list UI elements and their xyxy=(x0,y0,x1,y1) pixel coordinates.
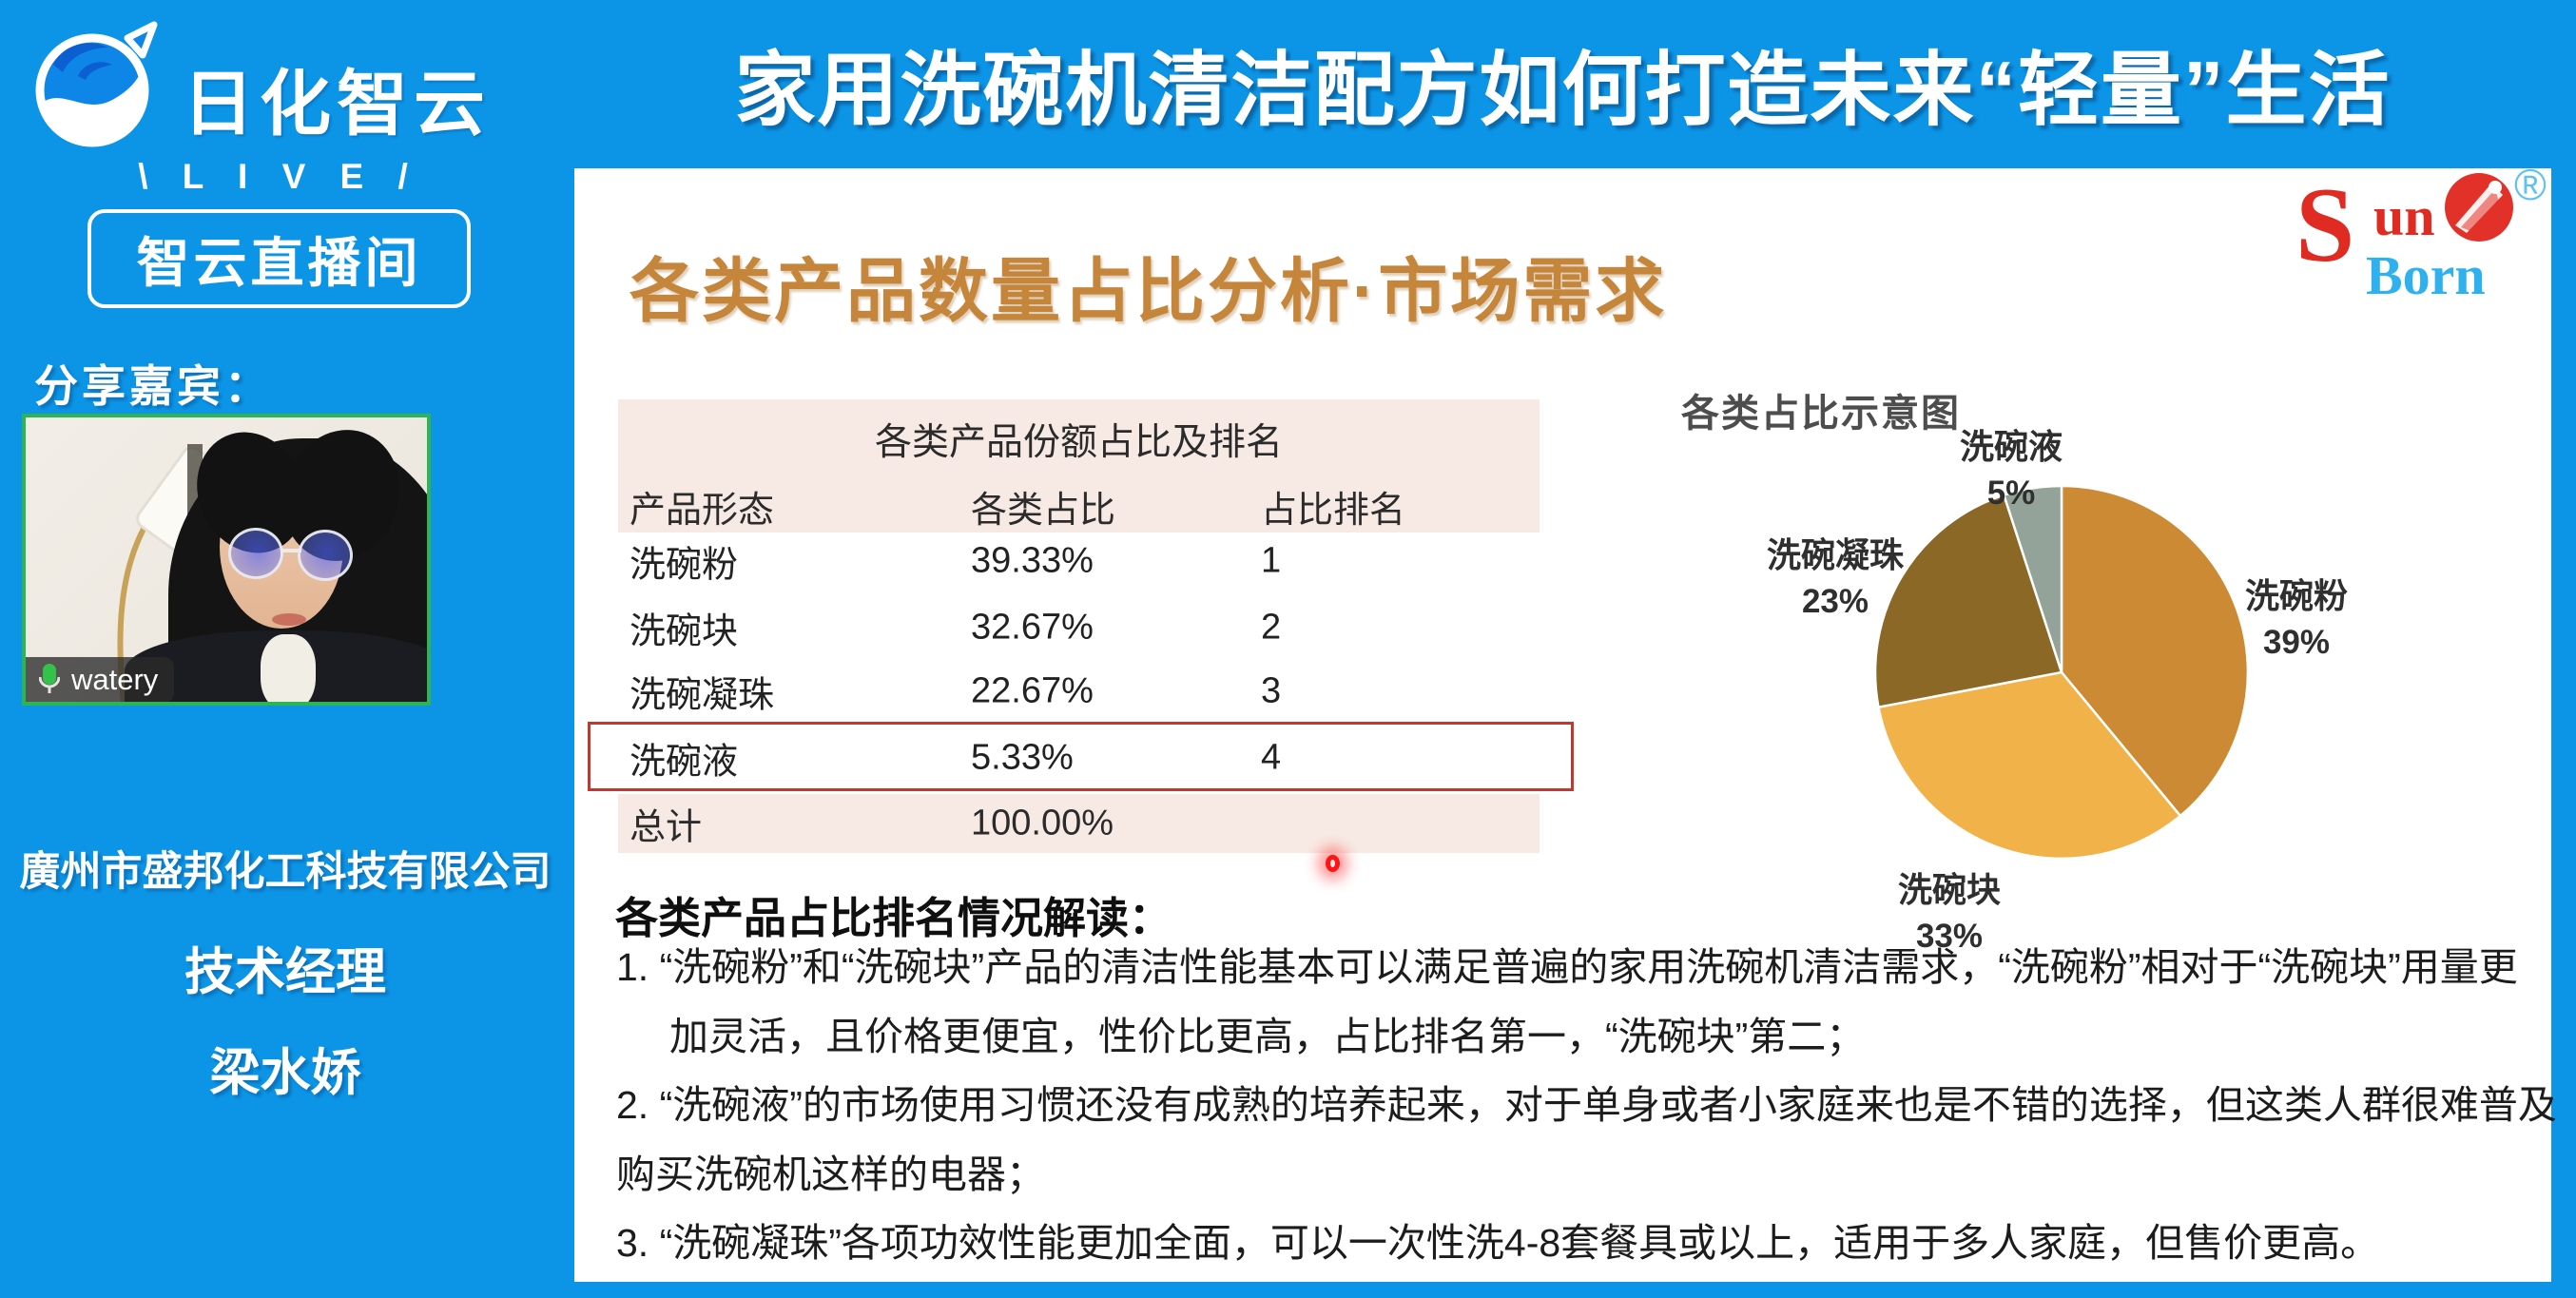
table-caption: 各类产品份额占比及排名 xyxy=(874,422,1283,463)
glasses-right-lens xyxy=(298,530,353,581)
registered-mark-icon: ® xyxy=(2514,160,2547,209)
table-total-row: 总计 100.00% xyxy=(618,794,1540,853)
cell-form: 洗碗凝珠 xyxy=(629,675,775,716)
col-header-form: 产品形态 xyxy=(629,491,775,531)
brand-whale-icon xyxy=(35,21,158,147)
logo-letter-s: S xyxy=(2295,166,2355,284)
stream-title: 家用洗碗机清洁配方如何打造未来“轻量”生活 xyxy=(734,46,2392,136)
speaker-name: 梁水娇 xyxy=(209,1045,361,1101)
company-name: 廣州市盛邦化工科技有限公司 xyxy=(19,849,552,895)
cell-share: 22.67% xyxy=(971,670,1094,711)
brand-name: 日化智云 xyxy=(183,64,492,144)
col-header-rank: 占比排名 xyxy=(1261,491,1406,531)
laser-pointer-dot xyxy=(1326,855,1340,872)
note-line: 3. “洗碗凝珠”各项功效性能更加全面，可以一次性洗4-8套餐具或以上，适用于多… xyxy=(616,1221,2380,1266)
table-row: 洗碗块 32.67% 2 xyxy=(618,594,1540,661)
pie-label-name: 洗碗粉 xyxy=(2244,576,2348,615)
chart-title: 各类占比示意图 xyxy=(1681,393,1961,435)
table-row: 洗碗凝珠 22.67% 3 xyxy=(618,658,1540,725)
note-line: 购买洗碗机这样的电器； xyxy=(616,1152,1045,1196)
note-line: 2. “洗碗液”的市场使用习惯还没有成熟的培养起来，对于单身或者小家庭来也是不错… xyxy=(616,1083,2557,1128)
pie-label-xiwankuai: 洗碗块 33% xyxy=(1878,862,2021,956)
cell-total-label: 总计 xyxy=(629,807,703,848)
pie-label-pct: 5% xyxy=(1986,475,2036,512)
cell-share: 5.33% xyxy=(971,737,1074,778)
notes-block: 1. “洗碗粉”和“洗碗块”产品的清洁性能基本可以满足普遍的家用洗碗机清洁需求，… xyxy=(616,929,2557,1274)
cell-form: 洗碗块 xyxy=(629,611,739,652)
notes-heading: 各类产品占比排名情况解读： xyxy=(615,894,1172,942)
webcam-video[interactable]: watery xyxy=(22,414,431,706)
pie-chart xyxy=(1873,484,2250,861)
cell-rank: 2 xyxy=(1261,607,1282,648)
logo-sun-text: un xyxy=(2373,185,2435,247)
pie-label-pct: 33% xyxy=(1915,918,1984,955)
glasses-left-lens xyxy=(228,528,283,579)
pie-label-name: 洗碗块 xyxy=(1897,870,2001,909)
table-header-band: 各类产品份额占比及排名 产品形态 各类占比 占比排名 xyxy=(618,399,1540,533)
cell-total-share: 100.00% xyxy=(971,803,1114,843)
pie-slice xyxy=(2002,484,2063,673)
pie-label-xiwanfen: 洗碗粉 39% xyxy=(2225,569,2368,662)
table-row: 洗碗粉 39.33% 1 xyxy=(618,528,1540,594)
participant-name: watery xyxy=(71,663,159,696)
pie-slice xyxy=(1877,670,2182,861)
pie-slice xyxy=(2060,484,2250,818)
cell-rank: 4 xyxy=(1261,737,1282,778)
pie-label-name: 洗碗凝珠 xyxy=(1766,535,1904,574)
cell-rank: 1 xyxy=(1261,540,1282,581)
col-header-share: 各类占比 xyxy=(971,491,1116,531)
pie-label-xiwanye: 洗碗液 5% xyxy=(1940,419,2082,513)
logo-born-text: Born xyxy=(2366,244,2486,306)
speaker-role: 技术经理 xyxy=(184,944,386,1000)
pie-label-xiwanningzhu: 洗碗凝珠 23% xyxy=(1750,528,1921,621)
microphone-icon xyxy=(39,664,60,693)
slide-title: 各类产品数量占比分析·市场需求 xyxy=(629,253,1668,330)
pie-label-pct: 39% xyxy=(2262,624,2331,661)
guest-label: 分享嘉宾： xyxy=(34,361,272,411)
cell-form: 洗碗液 xyxy=(629,742,739,783)
participant-name-pill: watery xyxy=(26,657,174,702)
sunborn-circle-icon xyxy=(2445,173,2513,242)
table-row-highlighted: 洗碗液 5.33% 4 xyxy=(618,725,1540,791)
live-badge: \ L I V E / xyxy=(138,157,420,196)
pie-slice xyxy=(1873,494,2063,709)
live-room-label: 智云直播间 xyxy=(136,232,422,293)
live-room-badge: 智云直播间 xyxy=(87,209,471,308)
speaker-info: 廣州市盛邦化工科技有限公司 技术经理 梁水娇 xyxy=(0,839,571,1105)
note-line: 加灵活，且价格更便宜，性价比更高，占比排名第一，“洗碗块”第二； xyxy=(669,1014,1866,1058)
presenter-sweater xyxy=(261,634,316,702)
note-line: 1. “洗碗粉”和“洗碗块”产品的清洁性能基本可以满足普遍的家用洗碗机清洁需求，… xyxy=(616,945,2518,990)
presentation-slide: 各类产品数量占比分析·市场需求 S un Born ® 各类产品份额占比及排名 … xyxy=(574,160,2557,1282)
cell-rank: 3 xyxy=(1261,670,1282,711)
sunborn-logo: S un Born ® xyxy=(2286,160,2552,311)
cell-form: 洗碗粉 xyxy=(629,545,739,586)
pie-label-name: 洗碗液 xyxy=(1959,427,2063,466)
cell-share: 32.67% xyxy=(971,607,1094,648)
cell-share: 39.33% xyxy=(971,540,1094,581)
presenter-mouth xyxy=(272,613,306,626)
pie-label-pct: 23% xyxy=(1801,583,1869,620)
highlight-red-box xyxy=(588,722,1574,791)
glasses-bridge xyxy=(281,549,301,552)
